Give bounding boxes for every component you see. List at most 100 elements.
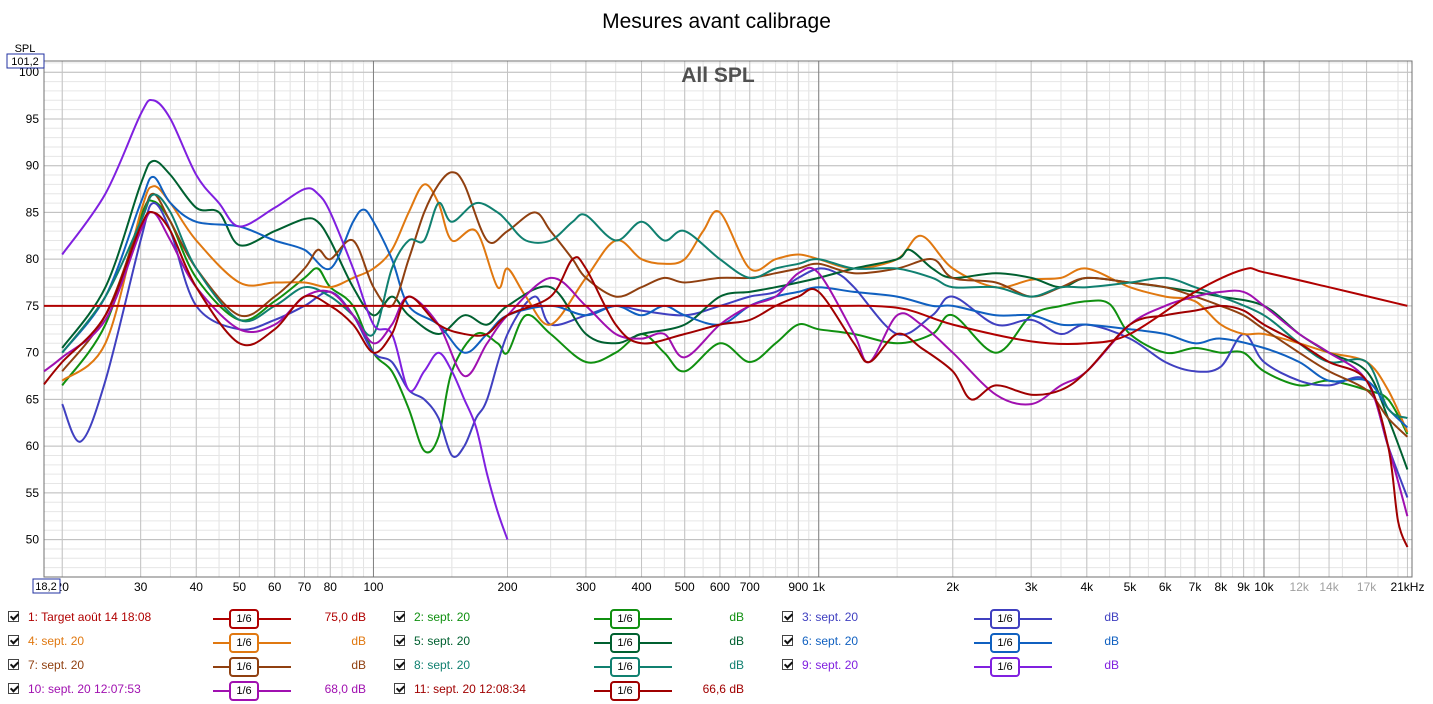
x-tick-label: 900 bbox=[788, 580, 808, 594]
legend-checkbox[interactable] bbox=[394, 683, 405, 694]
x-min-box bbox=[32, 578, 61, 594]
smoothing-button[interactable]: 1/6 bbox=[594, 681, 672, 701]
y-tick-label: 85 bbox=[26, 205, 40, 219]
x-tick-label: 100 bbox=[363, 580, 383, 594]
y-tick-label: 50 bbox=[26, 533, 40, 547]
legend-label: 8: sept. 20 bbox=[414, 658, 471, 672]
legend-checkbox[interactable] bbox=[782, 659, 793, 670]
smoothing-label: 1/6 bbox=[229, 633, 259, 653]
legend-value: 75,0 dB bbox=[324, 610, 366, 624]
legend-checkbox[interactable] bbox=[394, 611, 405, 622]
legend-checkbox[interactable] bbox=[8, 611, 19, 622]
legend-value: 66,6 dB bbox=[702, 682, 744, 696]
smoothing-button[interactable]: 1/6 bbox=[594, 609, 672, 629]
x-tick-label: 80 bbox=[324, 580, 338, 594]
legend-checkbox[interactable] bbox=[8, 635, 19, 646]
x-tick-label: 12k bbox=[1290, 580, 1310, 594]
legend-item: 10: sept. 20 12:07:53 1/6 68,0 dB bbox=[8, 680, 388, 701]
x-tick-label: 200 bbox=[497, 580, 517, 594]
smoothing-label: 1/6 bbox=[610, 609, 640, 629]
legend-checkbox[interactable] bbox=[394, 659, 405, 670]
smoothing-button[interactable]: 1/6 bbox=[974, 609, 1052, 629]
plot-border bbox=[43, 60, 1413, 578]
legend-label: 3: sept. 20 bbox=[802, 610, 859, 624]
y-axis-label: SPL bbox=[15, 43, 36, 55]
legend-label: 4: sept. 20 bbox=[28, 634, 85, 648]
series-line-10 bbox=[43, 211, 1409, 517]
legend-checkbox[interactable] bbox=[394, 635, 405, 646]
series-line-2 bbox=[61, 199, 1409, 454]
smoothing-label: 1/6 bbox=[229, 657, 259, 677]
legend-label: 10: sept. 20 12:07:53 bbox=[28, 682, 141, 696]
legend-item: 4: sept. 20 1/6 dB bbox=[8, 632, 388, 653]
smoothing-label: 1/6 bbox=[990, 657, 1020, 677]
legend-label: 5: sept. 20 bbox=[414, 634, 471, 648]
x-tick-label: 6k bbox=[1159, 580, 1173, 594]
y-tick-label: 80 bbox=[26, 252, 40, 266]
series-line-6 bbox=[61, 175, 1409, 429]
smoothing-button[interactable]: 1/6 bbox=[594, 633, 672, 653]
legend-item: 6: sept. 20 1/6 dB bbox=[782, 632, 1162, 653]
x-tick-label: 600 bbox=[710, 580, 730, 594]
smoothing-label: 1/6 bbox=[229, 609, 259, 629]
legend-item: 8: sept. 20 1/6 dB bbox=[394, 656, 774, 677]
legend-checkbox[interactable] bbox=[782, 635, 793, 646]
legend-item: 5: sept. 20 1/6 dB bbox=[394, 632, 774, 653]
smoothing-button[interactable]: 1/6 bbox=[213, 633, 291, 653]
legend-item: 3: sept. 20 1/6 dB bbox=[782, 608, 1162, 629]
smoothing-button[interactable]: 1/6 bbox=[594, 657, 672, 677]
smoothing-label: 1/6 bbox=[229, 681, 259, 701]
x-tick-label: 9k bbox=[1237, 580, 1251, 594]
legend-item: 1: Target août 14 18:08 1/6 75,0 dB bbox=[8, 608, 388, 629]
legend-checkbox[interactable] bbox=[8, 683, 19, 694]
x-tick-label: 5k bbox=[1124, 580, 1138, 594]
series-line-7 bbox=[61, 171, 1409, 438]
series-line-11 bbox=[43, 210, 1409, 548]
y-max-value: 101,2 bbox=[11, 56, 39, 68]
smoothing-button[interactable]: 1/6 bbox=[974, 633, 1052, 653]
legend-value: dB bbox=[1104, 634, 1119, 648]
y-tick-label: 95 bbox=[26, 112, 40, 126]
x-tick-label: 500 bbox=[675, 580, 695, 594]
legend-label: 2: sept. 20 bbox=[414, 610, 471, 624]
x-tick-label: 70 bbox=[298, 580, 312, 594]
legend-value: dB bbox=[1104, 610, 1119, 624]
legend-item: 11: sept. 20 12:08:34 1/6 66,6 dB bbox=[394, 680, 774, 701]
smoothing-label: 1/6 bbox=[990, 633, 1020, 653]
smoothing-button[interactable]: 1/6 bbox=[974, 657, 1052, 677]
smoothing-label: 1/6 bbox=[610, 681, 640, 701]
legend-value: dB bbox=[351, 658, 366, 672]
x-tick-label: 60 bbox=[268, 580, 282, 594]
y-tick-label: 100 bbox=[19, 65, 39, 79]
legend-checkbox[interactable] bbox=[8, 659, 19, 670]
x-tick-label: 14k bbox=[1319, 580, 1339, 594]
series-line-1 bbox=[43, 267, 1408, 346]
x-min-value: 18,2 bbox=[35, 581, 56, 593]
smoothing-label: 1/6 bbox=[610, 657, 640, 677]
smoothing-button[interactable]: 1/6 bbox=[213, 681, 291, 701]
legend-label: 11: sept. 20 12:08:34 bbox=[414, 682, 526, 696]
x-tick-label: 700 bbox=[740, 580, 760, 594]
smoothing-button[interactable]: 1/6 bbox=[213, 609, 291, 629]
legend-value: dB bbox=[351, 634, 366, 648]
smoothing-label: 1/6 bbox=[610, 633, 640, 653]
x-tick-label: 17k bbox=[1357, 580, 1377, 594]
legend-label: 7: sept. 20 bbox=[28, 658, 85, 672]
x-tick-label: 8k bbox=[1214, 580, 1228, 594]
smoothing-button[interactable]: 1/6 bbox=[213, 657, 291, 677]
x-tick-label: 1k bbox=[812, 580, 826, 594]
legend-checkbox[interactable] bbox=[782, 611, 793, 622]
y-max-box bbox=[6, 53, 45, 69]
x-tick-label: 300 bbox=[576, 580, 596, 594]
legend-value: 68,0 dB bbox=[324, 682, 366, 696]
smoothing-label: 1/6 bbox=[990, 609, 1020, 629]
y-tick-label: 65 bbox=[26, 392, 40, 406]
y-tick-label: 90 bbox=[26, 159, 40, 173]
series-line-3 bbox=[61, 202, 1409, 498]
x-tick-label: 2k bbox=[946, 580, 960, 594]
legend-value: dB bbox=[1104, 658, 1119, 672]
y-tick-label: 60 bbox=[26, 439, 40, 453]
series-line-4 bbox=[61, 183, 1409, 433]
x-tick-label: 30 bbox=[134, 580, 148, 594]
